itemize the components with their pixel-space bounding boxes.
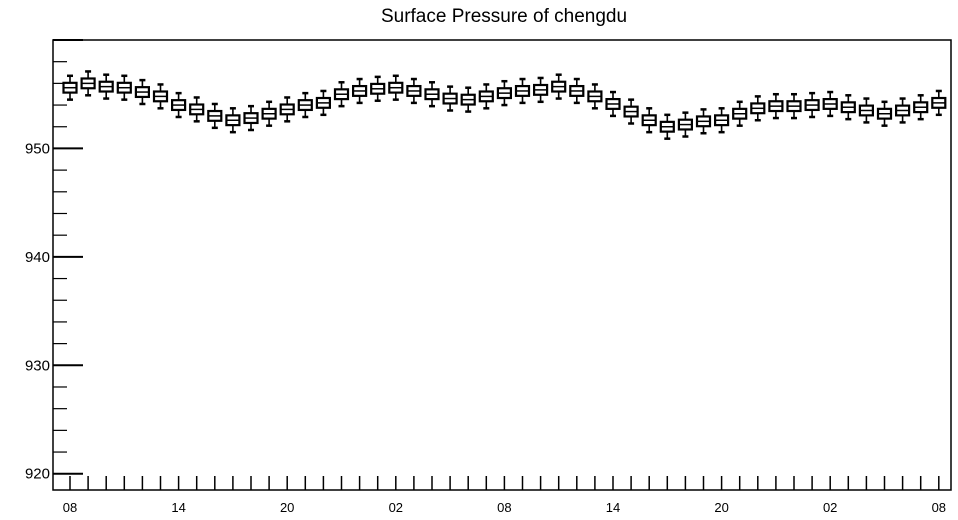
x-tick-label: 14 xyxy=(606,500,620,515)
box-34 xyxy=(677,111,694,138)
box-35 xyxy=(695,108,712,135)
box-28 xyxy=(569,77,585,105)
box-1 xyxy=(80,70,96,97)
box-14 xyxy=(315,89,331,117)
box-17 xyxy=(370,75,386,102)
box-26 xyxy=(532,76,549,104)
box-19 xyxy=(406,77,422,105)
box-6 xyxy=(171,91,187,119)
y-axis: 920 930 940 950 xyxy=(25,39,83,483)
box-29 xyxy=(587,83,603,110)
x-tick-label: 14 xyxy=(171,500,185,515)
box-45 xyxy=(876,100,893,127)
box-38 xyxy=(750,95,766,122)
box-30 xyxy=(605,90,621,118)
box-5 xyxy=(152,83,169,110)
x-axis: 08 14 20 02 08 14 20 02 08 xyxy=(63,476,946,515)
box-39 xyxy=(768,92,784,120)
x-tick-label: 02 xyxy=(823,500,837,515)
box-23 xyxy=(478,83,494,110)
box-9 xyxy=(225,107,241,134)
box-41 xyxy=(804,91,820,119)
box-43 xyxy=(840,94,856,121)
box-22 xyxy=(460,86,476,113)
box-18 xyxy=(388,74,404,101)
y-tick-label: 930 xyxy=(25,357,50,374)
box-25 xyxy=(514,77,531,105)
box-32 xyxy=(641,107,657,134)
box-12 xyxy=(279,96,295,123)
box-11 xyxy=(261,100,277,127)
box-24 xyxy=(496,79,512,107)
box-2 xyxy=(98,73,114,100)
y-tick-label: 920 xyxy=(25,466,50,483)
box-27 xyxy=(551,73,567,100)
box-42 xyxy=(822,90,838,118)
box-8 xyxy=(207,102,223,130)
box-0 xyxy=(62,74,78,101)
plot-frame xyxy=(52,39,952,491)
x-tick-label: 20 xyxy=(280,500,294,515)
x-tick-label: 08 xyxy=(932,500,946,515)
box-3 xyxy=(116,74,132,101)
box-16 xyxy=(352,77,368,105)
y-tick-label: 950 xyxy=(25,140,50,157)
box-44 xyxy=(858,97,875,124)
box-48 xyxy=(931,89,947,117)
box-series xyxy=(62,70,947,140)
box-31 xyxy=(623,98,639,125)
box-20 xyxy=(424,81,440,108)
box-36 xyxy=(713,107,730,134)
chart-title: Surface Pressure of chengdu xyxy=(381,6,627,27)
x-tick-label: 08 xyxy=(63,500,77,515)
box-21 xyxy=(442,85,458,112)
box-46 xyxy=(894,97,911,124)
x-tick-label: 02 xyxy=(389,500,403,515)
box-40 xyxy=(786,92,802,120)
box-37 xyxy=(732,100,748,127)
box-10 xyxy=(243,104,259,132)
box-33 xyxy=(659,113,675,140)
x-tick-label: 08 xyxy=(497,500,511,515)
box-13 xyxy=(297,91,313,119)
y-tick-label: 940 xyxy=(25,249,50,266)
x-tick-label: 20 xyxy=(714,500,728,515)
box-4 xyxy=(134,78,150,106)
box-15 xyxy=(333,81,350,108)
box-47 xyxy=(913,94,929,121)
box-7 xyxy=(189,96,205,123)
